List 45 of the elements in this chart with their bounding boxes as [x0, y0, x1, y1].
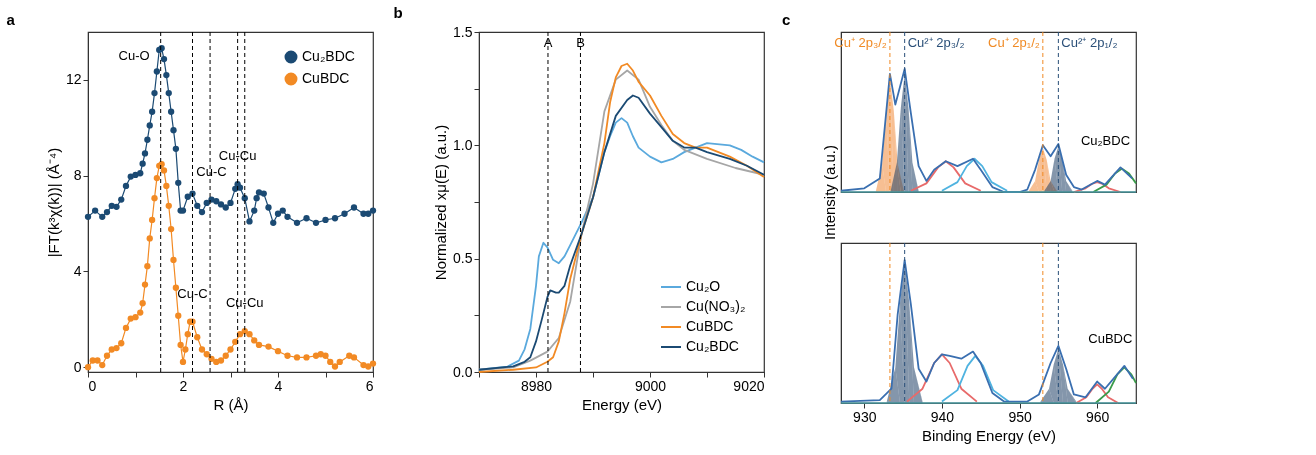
- legend-label: Cu₂O: [686, 278, 721, 294]
- y-tick-label: 0: [73, 358, 82, 375]
- y-tick-label: 4: [73, 262, 82, 279]
- ref-line-label: A: [543, 35, 553, 50]
- chart-title: b: [393, 4, 403, 21]
- x-tick-label: 9000: [634, 377, 667, 394]
- y-axis-title: Normalized xμ(E) (a.u.): [432, 124, 450, 281]
- text: 1.0: [453, 136, 473, 153]
- text: 0.0: [453, 363, 473, 380]
- x-tick-label: 6: [365, 377, 374, 394]
- x-tick-label: 4: [274, 377, 283, 394]
- y-axis-title: |FT(k³χ(k))| (Å⁻⁴): [44, 147, 62, 258]
- x-tick-label: 930: [853, 408, 877, 425]
- x-tick-label: 960: [1086, 408, 1110, 425]
- chart-title: a: [6, 10, 16, 28]
- x-axis-title: R (Å): [213, 395, 249, 413]
- ref-line-label: B: [576, 35, 585, 50]
- ref-line-label: Cu²⁺ 2p₃/₂: [907, 35, 965, 50]
- x-axis-title: Energy (eV): [581, 395, 663, 413]
- y-tick-label: 8: [73, 167, 82, 184]
- x-tick-label: 940: [930, 408, 955, 425]
- legend-label: Cu₂BDC: [686, 338, 739, 354]
- annotation: Cu-O: [118, 48, 150, 64]
- legend-label: Cu₂BDC: [302, 48, 355, 64]
- annotation: Cu-Cu: [225, 295, 264, 311]
- legend-label: CuBDC: [302, 70, 350, 86]
- chart-title: c: [782, 10, 791, 28]
- y-tick-label: 0.5: [453, 250, 473, 267]
- y-axis-title: Intensity (a.u.): [820, 144, 838, 241]
- x-axis-title: Binding Energy (eV): [921, 426, 1057, 444]
- y-tick-label: 12: [65, 71, 82, 88]
- x-tick-label: 0: [88, 377, 97, 394]
- ref-line-label: Cu⁺ 2p₁/₂: [988, 35, 1040, 50]
- legend-label: CuBDC: [686, 318, 734, 334]
- annotation: Cu-Cu: [218, 148, 257, 164]
- annotation: Cu-C: [196, 163, 227, 179]
- x-tick-label: 8980: [520, 377, 553, 394]
- annotation: Cu₂BDC: [1080, 132, 1131, 148]
- x-tick-label: 950: [1008, 408, 1032, 425]
- legend-label: Cu(NO₃)₂: [686, 298, 746, 314]
- y-tick-label: 1.5: [453, 23, 473, 40]
- ref-line-label: Cu²⁺ 2p₁/₂: [1061, 35, 1118, 50]
- annotation: CuBDC: [1088, 331, 1133, 347]
- x-tick-label: 2: [179, 377, 188, 394]
- x-tick-label: 9020: [733, 377, 765, 394]
